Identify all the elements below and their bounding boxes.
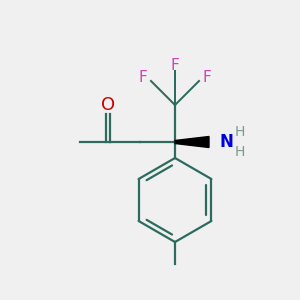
Text: F: F [171,58,179,73]
Text: F: F [139,70,147,85]
Polygon shape [175,136,209,148]
Text: F: F [202,70,211,85]
Text: N: N [219,133,233,151]
Text: H: H [235,145,245,159]
Text: H: H [235,125,245,139]
Text: O: O [101,96,115,114]
